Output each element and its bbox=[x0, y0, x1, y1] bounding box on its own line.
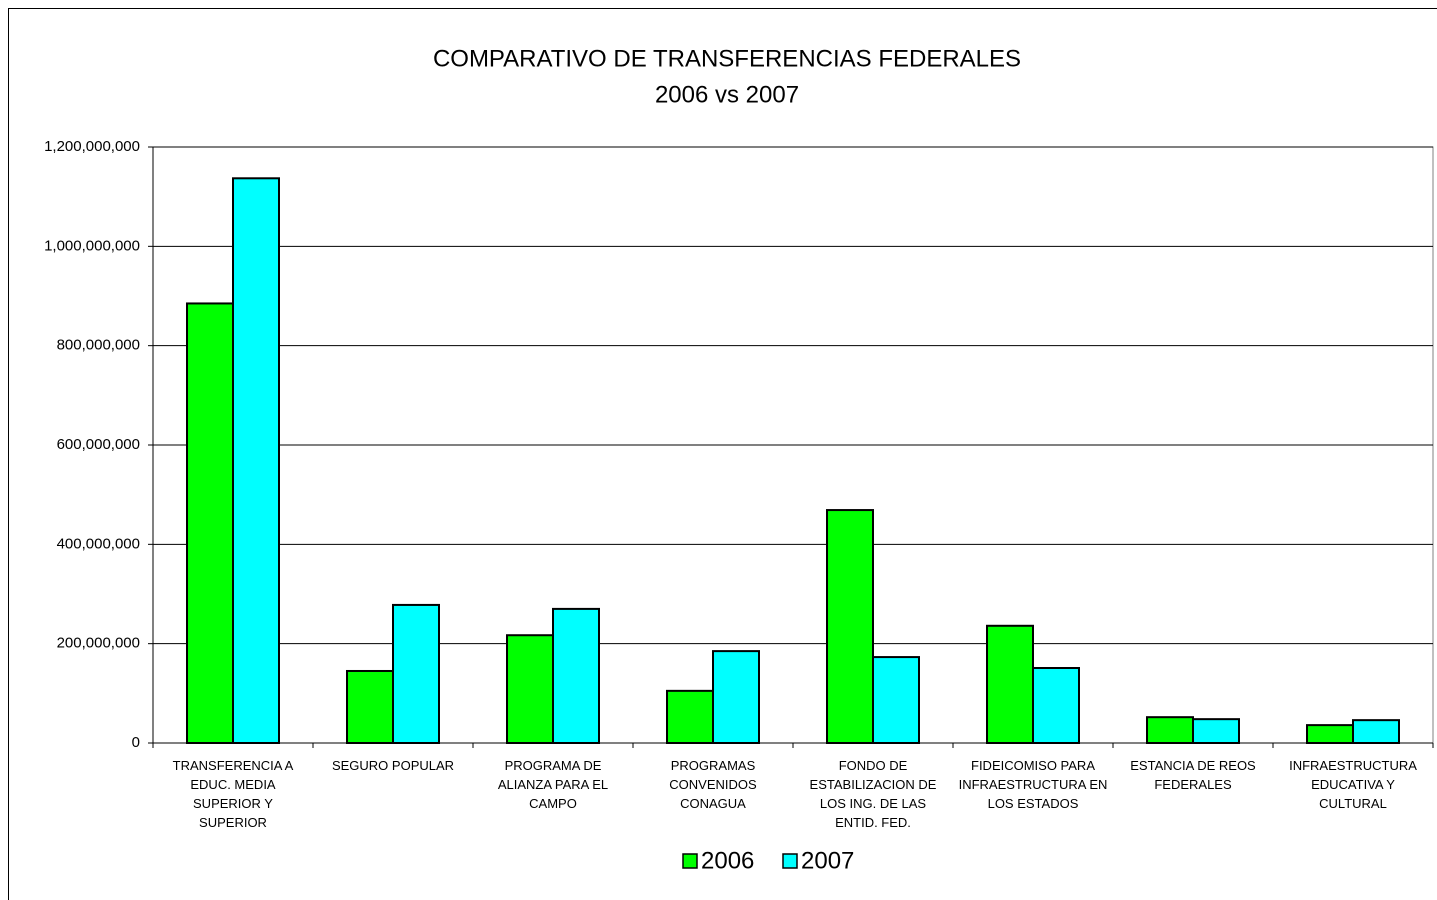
bar bbox=[666, 689, 714, 744]
bar bbox=[346, 669, 394, 745]
x-tick-label: SEGURO POPULAR bbox=[331, 758, 455, 773]
bar bbox=[1146, 716, 1194, 745]
y-tick-label: 800,000,000 bbox=[57, 337, 140, 354]
bar bbox=[826, 509, 874, 744]
legend-swatch bbox=[782, 853, 798, 869]
x-tick-label: TRANSFERENCIA A EDUC. MEDIA SUPERIOR Y S… bbox=[172, 758, 294, 830]
bar bbox=[186, 302, 234, 744]
legend-label: 2007 bbox=[801, 847, 854, 874]
x-tick-label: ESTANCIA DE REOS FEDERALES bbox=[1130, 758, 1256, 792]
bar bbox=[712, 650, 760, 744]
bar bbox=[552, 607, 600, 745]
x-tick-label: PROGRAMA DE ALIANZA PARA EL CAMPO bbox=[497, 758, 609, 811]
chart-subtitle: 2006 vs 2007 bbox=[655, 81, 799, 108]
bar bbox=[1306, 724, 1354, 744]
bar bbox=[1032, 667, 1080, 745]
x-tick-label: PROGRAMAS CONVENIDOS CONAGUA bbox=[669, 758, 757, 811]
bar bbox=[232, 177, 280, 745]
y-tick-label: 1,000,000,000 bbox=[44, 237, 140, 254]
x-tick-label: INFRAESTRUCTURA EDUCATIVA Y CULTURAL bbox=[1289, 758, 1417, 811]
bar bbox=[872, 656, 920, 744]
y-tick-label: 1,200,000,000 bbox=[44, 138, 140, 155]
y-tick-label: 0 bbox=[132, 734, 140, 751]
legend-label: 2006 bbox=[701, 847, 754, 874]
bar bbox=[986, 624, 1034, 745]
y-tick-label: 400,000,000 bbox=[57, 535, 140, 552]
bar bbox=[392, 603, 440, 745]
legend-swatch bbox=[682, 853, 698, 869]
y-tick-label: 200,000,000 bbox=[57, 635, 140, 652]
bar bbox=[1192, 718, 1240, 744]
bar bbox=[506, 634, 554, 744]
chart-title: COMPARATIVO DE TRANSFERENCIAS FEDERALES bbox=[433, 45, 1021, 72]
bar bbox=[1352, 719, 1400, 744]
x-tick-label: FIDEICOMISO PARA INFRAESTRUCTURA EN LOS … bbox=[958, 758, 1108, 811]
x-tick-label: FONDO DE ESTABILIZACION DE LOS ING. DE L… bbox=[809, 758, 937, 830]
y-tick-label: 600,000,000 bbox=[57, 436, 140, 453]
